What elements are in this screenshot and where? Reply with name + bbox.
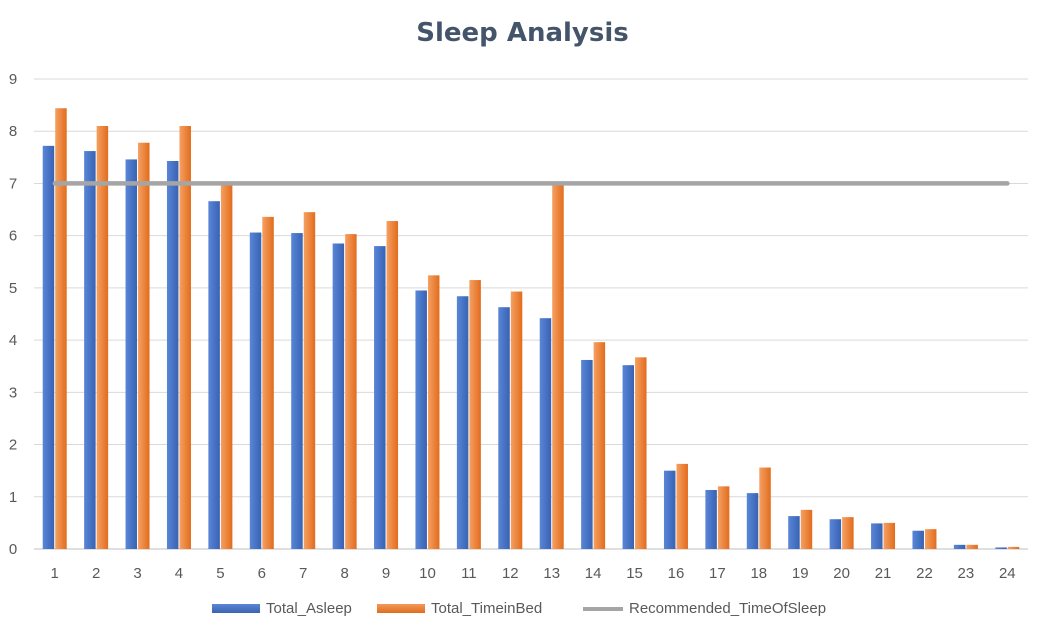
bar-total-asleep bbox=[622, 365, 635, 549]
legend-swatch-recommended bbox=[583, 606, 623, 611]
x-tick-label: 9 bbox=[382, 565, 390, 582]
y-tick-label: 1 bbox=[9, 489, 17, 506]
y-tick-label: 2 bbox=[9, 437, 17, 454]
legend-item-asleep: Total_Asleep bbox=[212, 600, 352, 617]
x-tick-label: 6 bbox=[258, 565, 266, 582]
bar-total-asleep bbox=[415, 290, 427, 549]
bar-total-asleep bbox=[829, 519, 842, 549]
bar-total-timeinbed bbox=[303, 212, 316, 549]
bar-total-asleep bbox=[42, 145, 55, 549]
bar-total-timeinbed bbox=[220, 184, 233, 549]
x-tick-label: 2 bbox=[92, 565, 100, 582]
bar-total-asleep bbox=[663, 470, 676, 549]
bar-total-asleep bbox=[125, 159, 138, 549]
x-tick-label: 22 bbox=[916, 565, 933, 582]
bar-total-asleep bbox=[871, 523, 883, 549]
legend-label-recommended: Recommended_TimeOfSleep bbox=[629, 600, 827, 617]
legend-item-recommended: Recommended_TimeOfSleep bbox=[583, 600, 826, 617]
y-tick-label: 0 bbox=[9, 541, 17, 558]
bar-total-timeinbed bbox=[924, 529, 937, 549]
bar-total-timeinbed bbox=[138, 142, 150, 549]
legend-swatch-timeinbed bbox=[377, 604, 425, 613]
x-tick-label: 5 bbox=[216, 565, 224, 582]
bar-total-timeinbed bbox=[883, 522, 896, 549]
bar-total-timeinbed bbox=[717, 486, 730, 549]
bar-total-timeinbed bbox=[552, 184, 564, 549]
bar-total-asleep bbox=[374, 246, 386, 549]
x-tick-label: 14 bbox=[585, 565, 602, 582]
bar-total-asleep bbox=[705, 489, 717, 549]
x-tick-label: 17 bbox=[709, 565, 726, 582]
x-tick-label: 19 bbox=[792, 565, 809, 582]
bar-total-timeinbed bbox=[593, 342, 606, 549]
bar-total-timeinbed bbox=[386, 221, 399, 550]
bar-total-asleep bbox=[498, 307, 510, 549]
bar-total-timeinbed bbox=[55, 108, 67, 549]
bar-total-asleep bbox=[746, 493, 759, 549]
bar-total-asleep bbox=[456, 296, 469, 549]
x-tick-label: 12 bbox=[502, 565, 519, 582]
x-tick-label: 16 bbox=[668, 565, 685, 582]
bar-total-asleep bbox=[166, 160, 179, 549]
bar-total-timeinbed bbox=[262, 216, 274, 549]
bar-total-timeinbed bbox=[96, 126, 109, 549]
x-tick-label: 21 bbox=[875, 565, 892, 582]
legend-label-timeinbed: Total_TimeinBed bbox=[431, 600, 543, 617]
y-tick-label: 6 bbox=[9, 228, 17, 245]
x-tick-label: 23 bbox=[958, 565, 975, 582]
y-tick-label: 7 bbox=[9, 175, 17, 192]
x-tick-label: 15 bbox=[626, 565, 643, 582]
bar-total-asleep bbox=[208, 201, 220, 549]
x-tick-label: 11 bbox=[461, 565, 477, 582]
legend: Total_Asleep Total_TimeinBed Recommended… bbox=[0, 600, 1045, 624]
bar-total-timeinbed bbox=[800, 509, 813, 549]
bar-total-timeinbed bbox=[427, 275, 440, 549]
bar-total-asleep bbox=[912, 530, 924, 549]
bar-total-asleep bbox=[788, 516, 800, 549]
bar-total-timeinbed bbox=[469, 280, 481, 549]
legend-swatch-asleep bbox=[212, 604, 260, 613]
x-tick-label: 7 bbox=[299, 565, 307, 582]
bar-total-asleep bbox=[332, 243, 345, 549]
bar-total-timeinbed bbox=[966, 544, 978, 549]
x-tick-label: 1 bbox=[51, 565, 59, 582]
bar-total-timeinbed bbox=[842, 517, 854, 549]
bar-total-timeinbed bbox=[179, 126, 191, 549]
x-tick-label: 18 bbox=[750, 565, 767, 582]
y-tick-label: 9 bbox=[9, 71, 17, 88]
chart-title: Sleep Analysis bbox=[416, 18, 629, 48]
x-tick-label: 10 bbox=[419, 565, 436, 582]
legend-item-timeinbed: Total_TimeinBed bbox=[377, 600, 542, 617]
bar-total-asleep bbox=[249, 232, 262, 550]
bar-total-timeinbed bbox=[510, 291, 523, 549]
x-tick-label: 24 bbox=[999, 565, 1016, 582]
bar-total-asleep bbox=[581, 359, 593, 549]
bar-total-timeinbed bbox=[1007, 546, 1020, 549]
bar-total-asleep bbox=[539, 318, 552, 549]
x-tick-label: 20 bbox=[833, 565, 850, 582]
x-tick-label: 3 bbox=[133, 565, 141, 582]
x-tick-label: 4 bbox=[175, 565, 183, 582]
x-tick-label: 13 bbox=[543, 565, 560, 582]
y-tick-label: 5 bbox=[9, 280, 17, 297]
bar-total-timeinbed bbox=[676, 463, 688, 549]
bar-total-asleep bbox=[953, 544, 966, 549]
y-tick-label: 4 bbox=[9, 332, 17, 349]
bar-total-asleep bbox=[291, 233, 303, 550]
legend-label-asleep: Total_Asleep bbox=[266, 600, 352, 617]
bar-total-timeinbed bbox=[635, 357, 647, 549]
bar-total-timeinbed bbox=[345, 234, 357, 549]
y-tick-label: 8 bbox=[9, 123, 17, 140]
bar-total-timeinbed bbox=[759, 467, 771, 549]
bar-total-asleep bbox=[84, 151, 96, 550]
bar-total-asleep bbox=[995, 547, 1007, 549]
y-tick-label: 3 bbox=[9, 384, 17, 401]
x-tick-label: 8 bbox=[340, 565, 348, 582]
